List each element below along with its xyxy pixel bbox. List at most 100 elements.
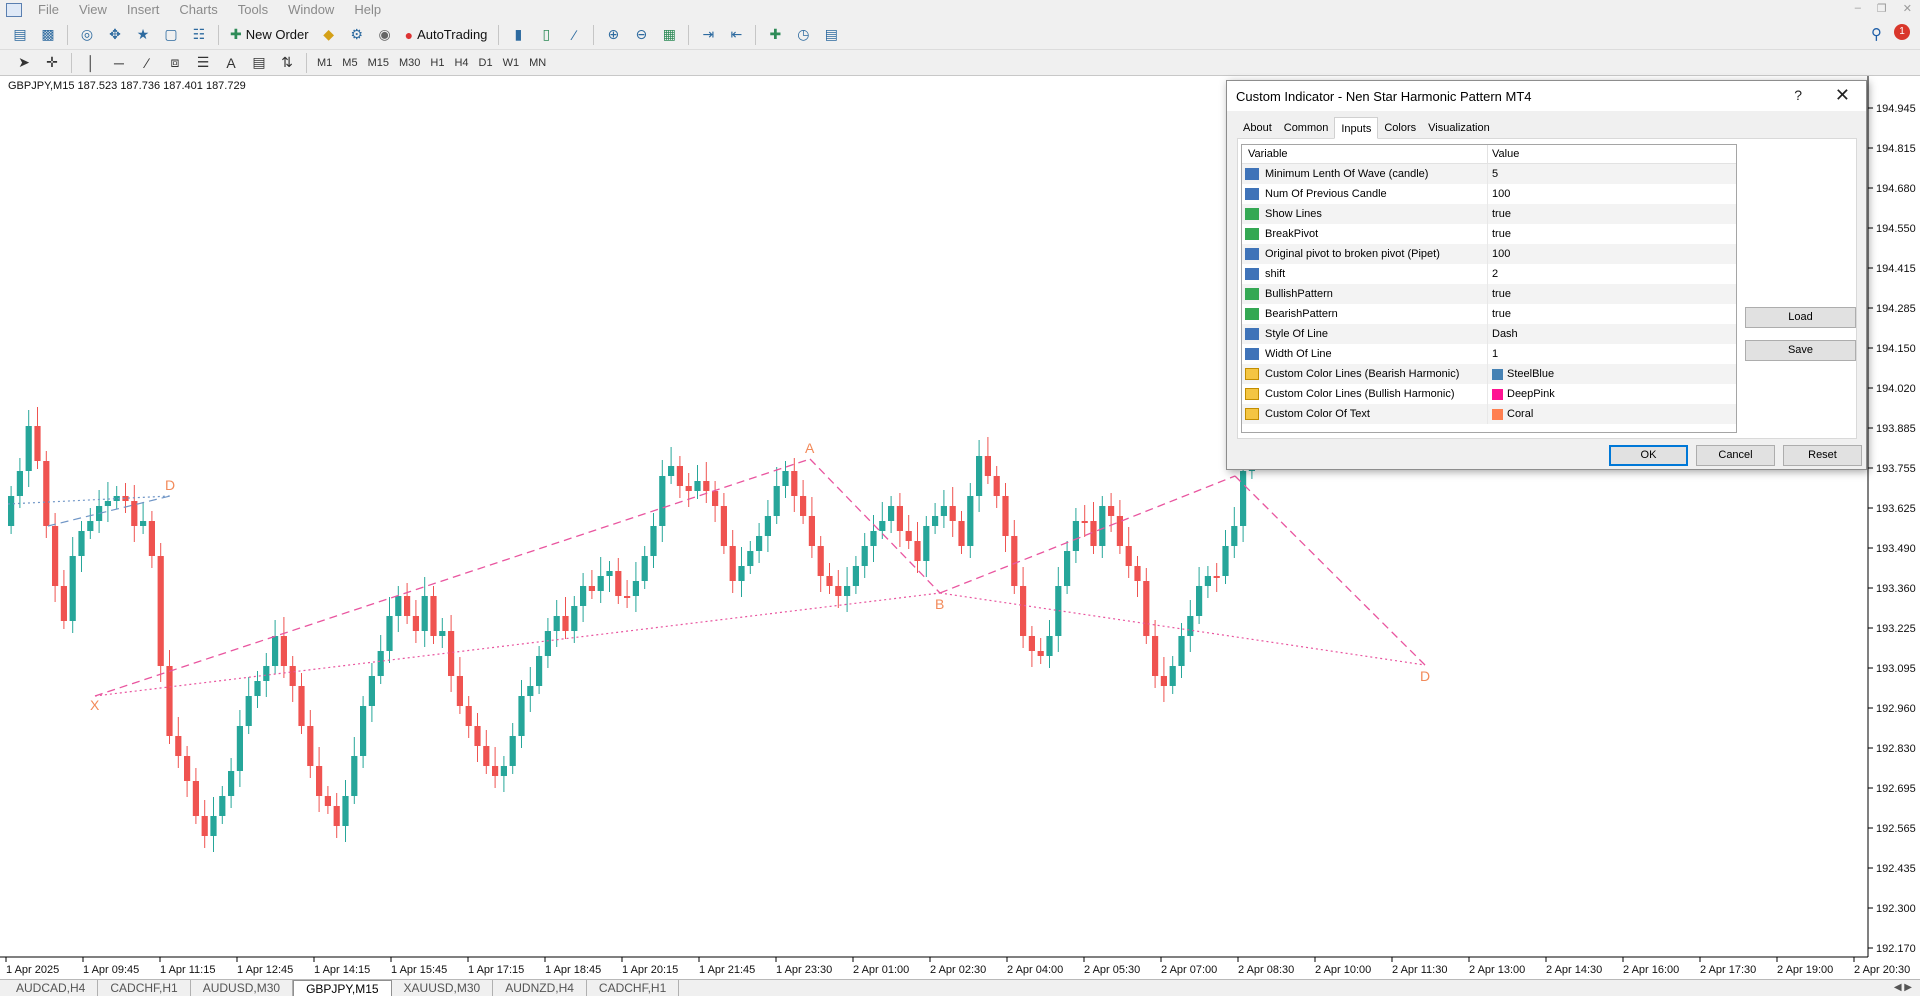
search-icon[interactable]: ⚲: [1871, 26, 1882, 43]
timeframe-m15-button[interactable]: M15: [367, 56, 389, 69]
ok-button[interactable]: OK: [1609, 445, 1688, 466]
candlestick-icon[interactable]: ▯: [542, 26, 551, 42]
chart-tab[interactable]: CADCHF,H1: [98, 980, 191, 996]
param-value-cell[interactable]: 100: [1488, 244, 1510, 264]
cursor-icon[interactable]: ➤: [18, 54, 30, 70]
templates-icon[interactable]: ▤: [824, 26, 839, 42]
table-row[interactable]: Custom Color Lines (Bearish Harmonic) Ste…: [1242, 364, 1736, 384]
save-button[interactable]: Save: [1745, 340, 1856, 361]
table-row[interactable]: shift 2: [1242, 264, 1736, 284]
timeframe-d1-button[interactable]: D1: [478, 56, 493, 69]
market-icon[interactable]: ◉: [378, 26, 391, 42]
timeframe-mn-button[interactable]: MN: [529, 56, 547, 69]
data-window-icon[interactable]: ✥: [109, 26, 121, 42]
help-icon[interactable]: ?: [1794, 87, 1802, 103]
param-value-cell[interactable]: Coral: [1488, 404, 1533, 424]
tab-visualization[interactable]: Visualization: [1428, 122, 1490, 134]
param-value-cell[interactable]: true: [1488, 304, 1511, 324]
restore-icon[interactable]: ❐: [1876, 3, 1887, 15]
tester-icon[interactable]: ☷: [192, 26, 206, 42]
chart-tab[interactable]: AUDCAD,H4: [4, 980, 99, 996]
tab-scroll-arrows[interactable]: ◀ ▶: [1893, 982, 1912, 993]
equidistant-channel-icon[interactable]: ⧈: [170, 54, 180, 70]
table-row[interactable]: Minimum Lenth Of Wave (candle) 5: [1242, 164, 1736, 184]
menu-window[interactable]: Window: [288, 2, 335, 17]
timeframe-m1-button[interactable]: M1: [317, 56, 333, 69]
terminal-icon[interactable]: ▢: [164, 26, 178, 42]
vertical-line-icon[interactable]: │: [86, 54, 96, 71]
param-value-cell[interactable]: true: [1488, 204, 1511, 224]
trendline-icon[interactable]: ∕: [145, 54, 149, 71]
table-row[interactable]: Style Of Line Dash: [1242, 324, 1736, 344]
tile-windows-icon[interactable]: ▦: [662, 26, 677, 42]
chart-tab[interactable]: GBPJPY,M15: [293, 980, 392, 996]
arrows-icon[interactable]: ⇅: [281, 54, 293, 70]
table-row[interactable]: Show Lines true: [1242, 204, 1736, 224]
horizontal-line-icon[interactable]: ─: [114, 54, 124, 71]
table-row[interactable]: Num Of Previous Candle 100: [1242, 184, 1736, 204]
zoom-out-icon[interactable]: ⊖: [635, 26, 648, 42]
menu-view[interactable]: View: [78, 2, 107, 17]
signals-icon[interactable]: ⚙: [350, 26, 363, 42]
text-icon[interactable]: A: [226, 54, 236, 71]
profiles-icon[interactable]: ▩: [41, 26, 55, 42]
tab-colors[interactable]: Colors: [1384, 122, 1417, 134]
new-order-button[interactable]: ✚ New Order: [224, 23, 315, 47]
zoom-in-icon[interactable]: ⊕: [607, 26, 620, 42]
table-row[interactable]: Custom Color Of Text Coral: [1242, 404, 1736, 424]
bar-chart-icon[interactable]: ▮: [514, 26, 523, 42]
menu-tools[interactable]: Tools: [237, 2, 269, 17]
navigator-icon[interactable]: ★: [136, 26, 150, 42]
tab-about[interactable]: About: [1243, 122, 1272, 134]
autotrading-button[interactable]: ● AutoTrading: [399, 23, 494, 47]
param-value-cell[interactable]: true: [1488, 224, 1511, 244]
tab-common[interactable]: Common: [1283, 122, 1329, 134]
fibonacci-icon[interactable]: ☰: [196, 54, 210, 70]
menu-help[interactable]: Help: [354, 2, 382, 17]
param-value-cell[interactable]: DeepPink: [1488, 384, 1555, 404]
metaeditor-icon[interactable]: ◆: [323, 26, 334, 42]
reset-button[interactable]: Reset: [1783, 445, 1862, 466]
periods-icon[interactable]: ◷: [797, 26, 810, 42]
tab-inputs[interactable]: Inputs: [1334, 117, 1379, 139]
chart-tab[interactable]: AUDNZD,H4: [493, 980, 587, 996]
indicators-icon[interactable]: ✚: [769, 26, 782, 42]
new-chart-icon[interactable]: ▤: [13, 26, 27, 42]
param-value-cell[interactable]: Dash: [1488, 324, 1518, 344]
table-row[interactable]: Original pivot to broken pivot (Pipet) 10…: [1242, 244, 1736, 264]
notifications-icon[interactable]: 1: [1894, 24, 1910, 40]
chart-tab[interactable]: AUDUSD,M30: [191, 980, 294, 996]
param-value-cell[interactable]: true: [1488, 284, 1511, 304]
close-icon[interactable]: ✕: [1834, 85, 1850, 105]
minimize-icon[interactable]: –: [1854, 2, 1861, 14]
chart-shift-icon[interactable]: ⇤: [730, 26, 743, 42]
market-watch-icon[interactable]: ◎: [80, 26, 94, 42]
close-window-icon[interactable]: ✕: [1902, 3, 1912, 15]
crosshair-icon[interactable]: ✛: [46, 54, 58, 70]
autoscroll-icon[interactable]: ⇥: [702, 26, 715, 42]
timeframe-h1-button[interactable]: H1: [430, 56, 445, 69]
table-row[interactable]: BreakPivot true: [1242, 224, 1736, 244]
table-row[interactable]: Custom Color Lines (Bullish Harmonic) Dee…: [1242, 384, 1736, 404]
timeframe-m30-button[interactable]: M30: [398, 56, 421, 69]
menu-insert[interactable]: Insert: [126, 2, 160, 17]
param-value-cell[interactable]: 5: [1488, 164, 1498, 184]
chart-tab[interactable]: CADCHF,H1: [587, 980, 680, 996]
menu-file[interactable]: File: [38, 2, 59, 17]
param-value-cell[interactable]: 1: [1488, 344, 1498, 364]
menu-charts[interactable]: Charts: [179, 2, 218, 17]
table-row[interactable]: Width Of Line 1: [1242, 344, 1736, 364]
table-row[interactable]: BearishPattern true: [1242, 304, 1736, 324]
timeframe-w1-button[interactable]: W1: [502, 56, 520, 69]
cancel-button[interactable]: Cancel: [1696, 445, 1775, 466]
param-value-cell[interactable]: 2: [1488, 264, 1498, 284]
chart-tab[interactable]: XAUUSD,M30: [392, 980, 494, 996]
line-chart-icon[interactable]: ∕: [573, 26, 576, 43]
text-label-icon[interactable]: ▤: [252, 54, 266, 70]
table-row[interactable]: BullishPattern true: [1242, 284, 1736, 304]
param-value-cell[interactable]: SteelBlue: [1488, 364, 1554, 384]
load-button[interactable]: Load: [1745, 307, 1856, 328]
param-value-cell[interactable]: 100: [1488, 184, 1510, 204]
timeframe-h4-button[interactable]: H4: [454, 56, 469, 69]
timeframe-m5-button[interactable]: M5: [342, 56, 358, 69]
